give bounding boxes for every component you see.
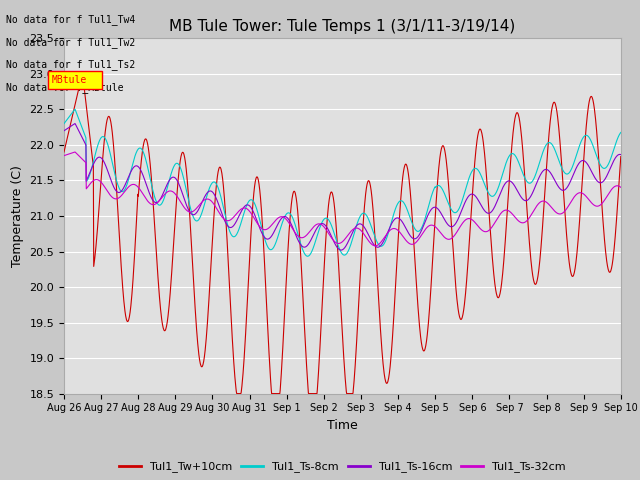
Y-axis label: Temperature (C): Temperature (C) bbox=[11, 165, 24, 267]
X-axis label: Time: Time bbox=[327, 419, 358, 432]
Text: No data for f Tul1_Tw4: No data for f Tul1_Tw4 bbox=[6, 14, 136, 25]
Text: No data for f Tul1_Ts2: No data for f Tul1_Ts2 bbox=[6, 60, 136, 71]
Title: MB Tule Tower: Tule Temps 1 (3/1/11-3/19/14): MB Tule Tower: Tule Temps 1 (3/1/11-3/19… bbox=[169, 20, 516, 35]
Legend: Tul1_Tw+10cm, Tul1_Ts-8cm, Tul1_Ts-16cm, Tul1_Ts-32cm: Tul1_Tw+10cm, Tul1_Ts-8cm, Tul1_Ts-16cm,… bbox=[115, 457, 570, 477]
Text: No data for f Tul1_Tw2: No data for f Tul1_Tw2 bbox=[6, 37, 136, 48]
Text: MBtule: MBtule bbox=[51, 75, 86, 84]
Text: No data for f_MBtule: No data for f_MBtule bbox=[6, 82, 124, 93]
